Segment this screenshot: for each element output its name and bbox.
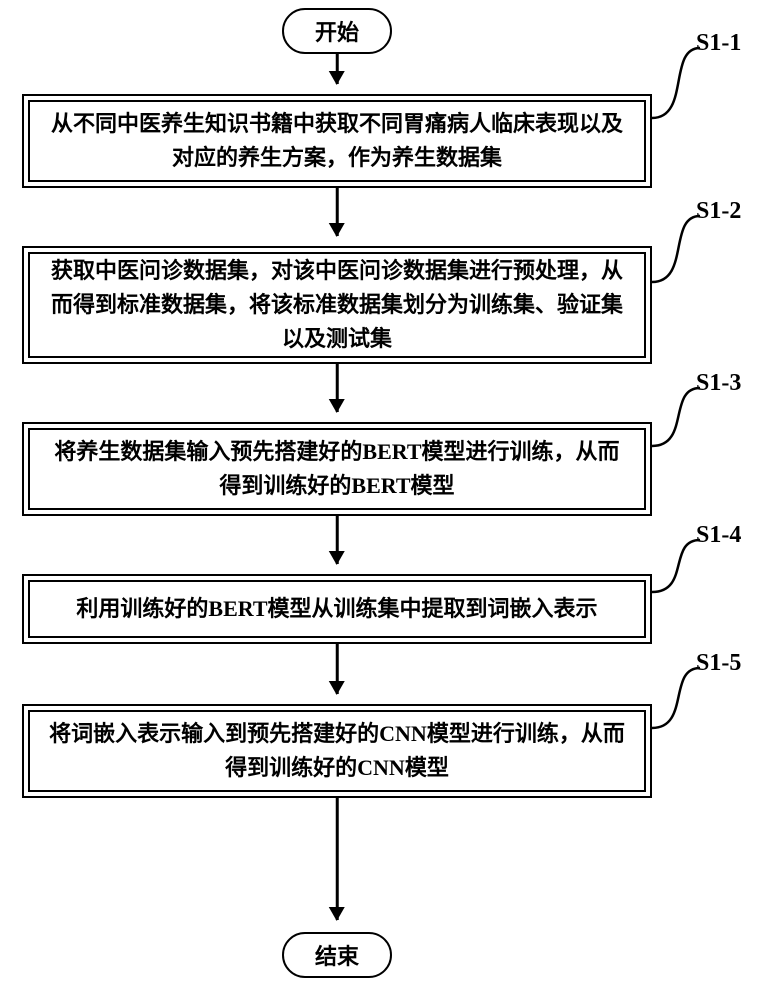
step-label-5: S1-5: [696, 650, 741, 677]
step-label-2: S1-2: [696, 198, 741, 225]
step-label-1: S1-1: [696, 30, 741, 57]
step-label-4: S1-4: [696, 522, 741, 549]
step-label-3: S1-3: [696, 370, 741, 397]
connector-1: [0, 0, 766, 1000]
